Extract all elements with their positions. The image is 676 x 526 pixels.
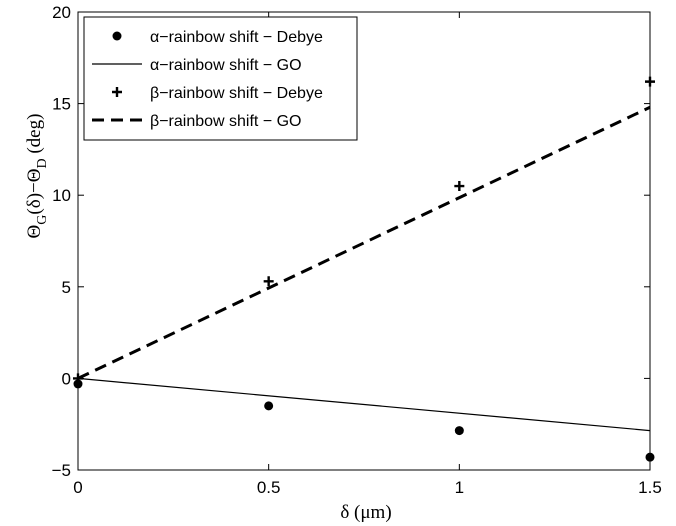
y-axis-label-sub-g: G [35, 215, 50, 225]
legend: α−rainbow shift − Debye α−rainbow shift −… [83, 16, 358, 141]
series-3 [77, 105, 651, 380]
legend-entry: β−rainbow shift − GO [92, 113, 302, 130]
y-tick-label: 20 [52, 3, 71, 22]
y-axis-label: ΘG(δ)−ΘD (deg) [24, 114, 50, 239]
x-tick-label: 0 [73, 478, 82, 497]
series-0 [73, 379, 655, 462]
y-tick-label: 0 [62, 369, 71, 388]
x-axis-label: δ (μm) [340, 502, 391, 523]
data-point [73, 379, 83, 389]
y-tick-label: 10 [52, 186, 71, 205]
series-line [77, 377, 651, 432]
series-line [77, 105, 651, 380]
legend-label: β−rainbow shift − Debye [150, 85, 323, 102]
legend-entry: β−rainbow shift − Debye [112, 85, 323, 102]
x-tick-label: 1 [455, 478, 464, 497]
series-1 [77, 377, 651, 432]
data-point [454, 426, 464, 436]
legend-swatch [112, 31, 122, 41]
data-point [645, 76, 655, 87]
legend-entry: α−rainbow shift − GO [92, 57, 302, 74]
x-tick-label: 1.5 [638, 478, 662, 497]
y-axis-label-theta: Θ [24, 225, 45, 239]
x-tick-label: 0.5 [257, 478, 281, 497]
plot-series [73, 76, 655, 462]
y-tick-label: 5 [62, 278, 71, 297]
legend-box [83, 16, 358, 141]
y-tick-label: 15 [52, 95, 71, 114]
legend-entry: α−rainbow shift − Debye [112, 29, 323, 46]
legend-label: β−rainbow shift − GO [150, 113, 302, 130]
legend-swatch [112, 87, 122, 97]
plot-frame [77, 11, 651, 471]
legend-label: α−rainbow shift − Debye [150, 29, 323, 46]
y-axis-label-sub-d: D [35, 158, 50, 168]
data-point [454, 181, 465, 192]
y-axis-label-unit: (deg) [24, 114, 45, 159]
y-tick-label: −5 [52, 461, 71, 480]
data-point [264, 401, 274, 411]
legend-label: α−rainbow shift − GO [150, 57, 302, 74]
y-axis-label-delta: (δ)−Θ [24, 169, 45, 215]
data-point [263, 276, 274, 287]
data-point [645, 452, 655, 462]
